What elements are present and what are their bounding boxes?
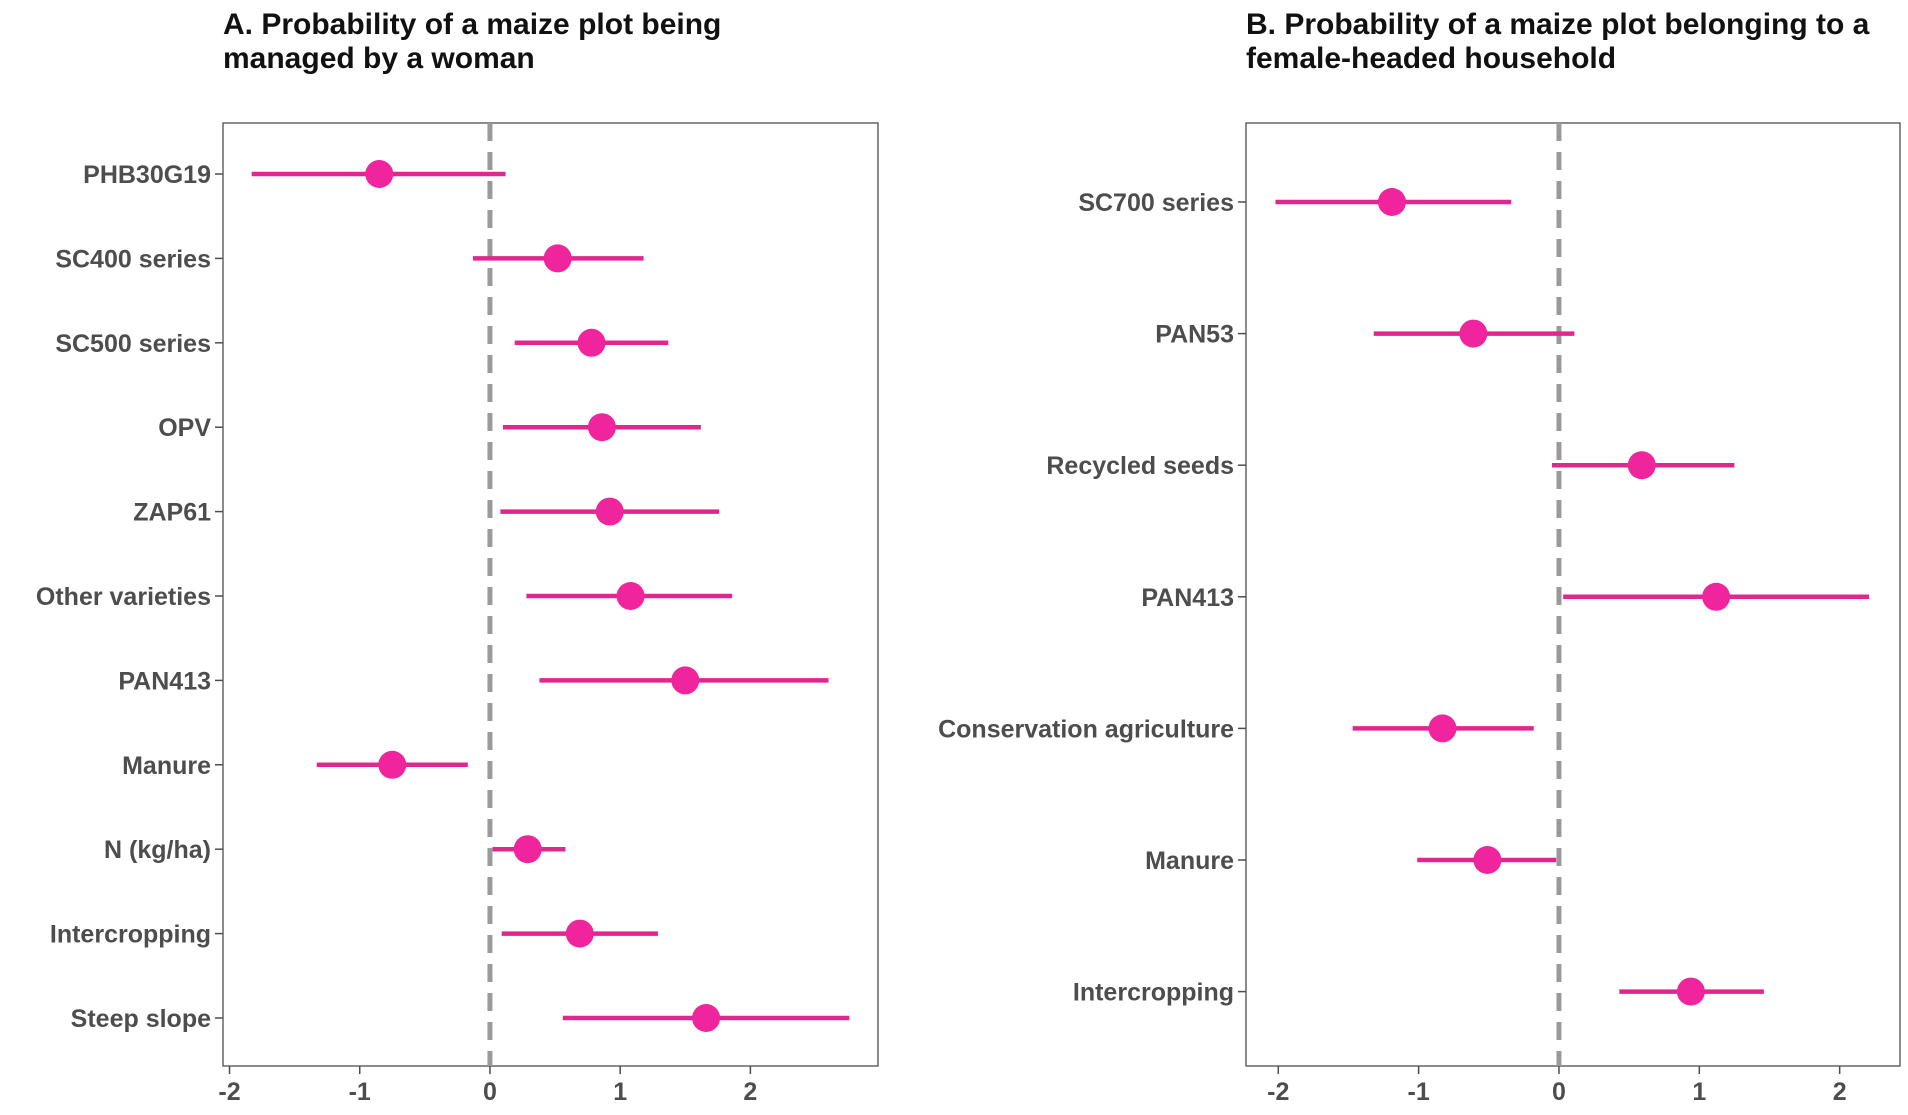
panel-b-x-tick-label-3: 1 <box>1692 1078 1706 1106</box>
panel-b-title: B. Probability of a maize plot belonging… <box>1246 8 1870 75</box>
panel-b-y-label-1: PAN53 <box>1155 321 1234 349</box>
panel-b-x-tick-label-0: -2 <box>1267 1078 1289 1106</box>
panel-a-y-label-5: Other varieties <box>36 583 211 611</box>
panel-b-x-tick-label-1: -1 <box>1408 1078 1430 1106</box>
panel-a-x-tick-label-1: -1 <box>349 1078 371 1106</box>
panel-b-y-label-0: SC700 series <box>1078 189 1234 217</box>
panel-a-x-tick-label-0: -2 <box>218 1078 240 1106</box>
panel-a-y-label-4: ZAP61 <box>133 499 211 527</box>
panel-a-y-label-7: Manure <box>122 752 211 780</box>
panel-b-point-1 <box>1459 319 1488 348</box>
panel-b-point-0 <box>1377 188 1406 216</box>
panel-a-point-7 <box>378 750 407 779</box>
panel-b-y-label-3: PAN413 <box>1141 584 1234 612</box>
panel-a-point-9 <box>565 919 594 948</box>
panel-a-y-label-10: Steep slope <box>71 1005 211 1033</box>
panel-b-y-label-5: Manure <box>1145 847 1234 875</box>
panel-a-point-3 <box>587 413 616 442</box>
panel-a-frame <box>222 122 879 1067</box>
panel-a-point-2 <box>577 328 606 357</box>
panel-a-plot: -2 -1 0 1 2 PHB30G19 SC400 series SC500 series O… <box>36 122 879 1106</box>
panel-b-point-5 <box>1473 846 1502 874</box>
panel-a-x-tick-label-2: 0 <box>483 1078 497 1106</box>
panel-a-point-8 <box>513 835 542 864</box>
panel-a-point-5 <box>616 582 645 610</box>
panel-a-point-6 <box>671 666 700 695</box>
panel-a-y-label-8: N (kg/ha) <box>104 836 211 864</box>
panel-b-x-tick-label-4: 2 <box>1833 1078 1847 1106</box>
panel-a-y-label-6: PAN413 <box>118 667 211 695</box>
panel-a-y-label-2: SC500 series <box>55 330 211 358</box>
panel-b-x-tick-label-2: 0 <box>1552 1078 1566 1106</box>
panel-b-point-2 <box>1627 451 1656 480</box>
panel-a-title: A. Probability of a maize plot being man… <box>223 8 722 75</box>
panel-a-point-1 <box>543 244 572 273</box>
panel-b-plot: -2 -1 0 1 2 SC700 series PAN53 Recycled seeds PA… <box>938 122 1901 1106</box>
panel-a-point-4 <box>595 497 624 526</box>
panel-b-frame <box>1245 122 1901 1067</box>
panel-b-point-4 <box>1428 714 1457 743</box>
panel-b-y-label-4: Conservation agriculture <box>938 715 1234 743</box>
panel-b-point-3 <box>1702 582 1731 611</box>
panel-b-y-label-2: Recycled seeds <box>1046 452 1234 480</box>
panel-a-y-label-0: PHB30G19 <box>83 161 211 189</box>
panel-a-y-label-1: SC400 series <box>55 245 211 273</box>
panel-b-point-6 <box>1676 977 1705 1006</box>
panel-a-y-label-9: Intercropping <box>50 921 211 949</box>
panel-a-x-tick-label-4: 2 <box>743 1078 757 1106</box>
panel-a-x-tick-label-3: 1 <box>613 1078 627 1106</box>
panel-a-point-0 <box>365 160 394 188</box>
panel-b-y-label-6: Intercropping <box>1073 979 1234 1007</box>
panel-a-y-label-3: OPV <box>158 414 211 442</box>
panel-a-point-10 <box>692 1004 721 1032</box>
